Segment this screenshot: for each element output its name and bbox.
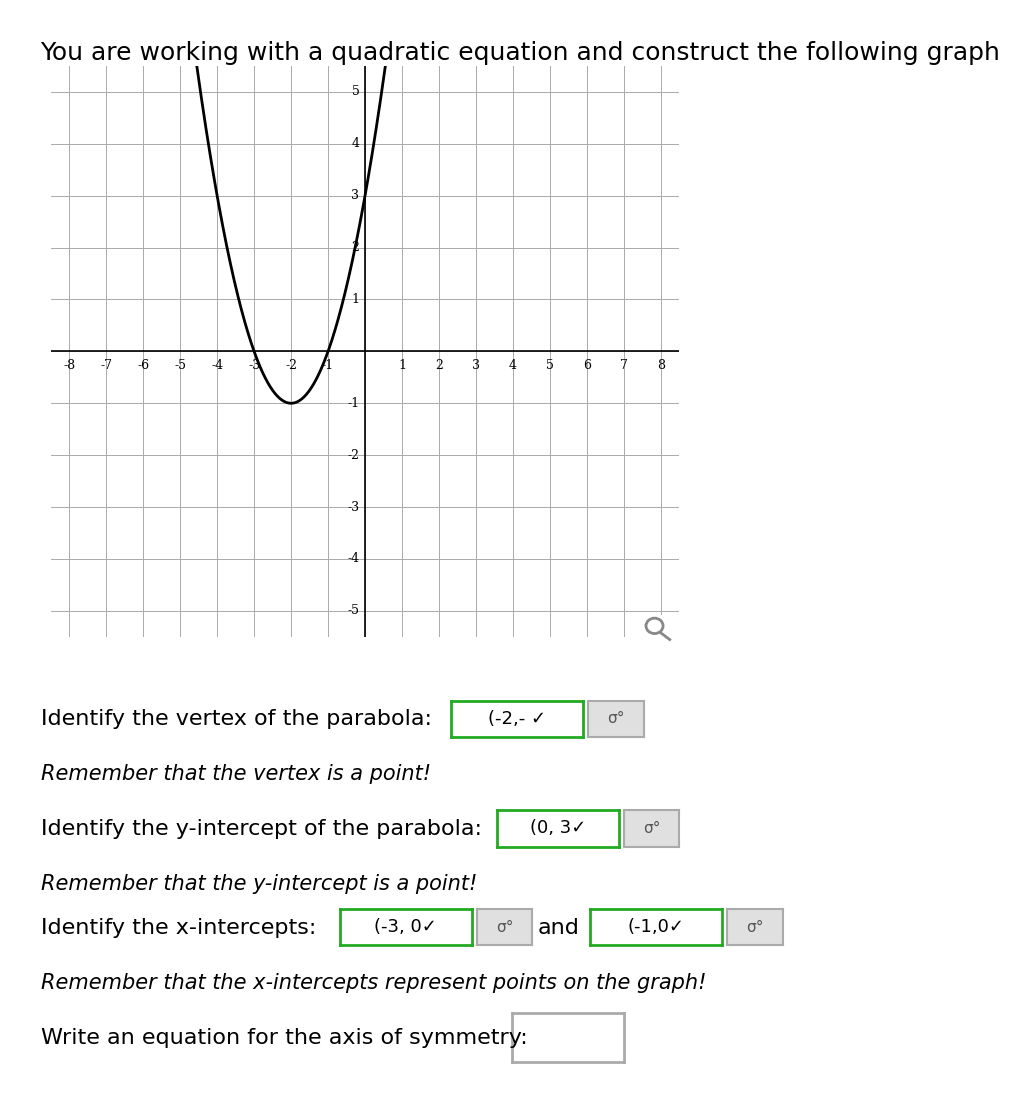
Text: 1: 1: [399, 359, 406, 372]
Text: -7: -7: [100, 359, 113, 372]
Text: 6: 6: [583, 359, 591, 372]
Text: (-1,0✓: (-1,0✓: [628, 918, 684, 937]
Text: σ°: σ°: [496, 920, 513, 934]
Text: Remember that the y-intercept is a point!: Remember that the y-intercept is a point…: [41, 874, 477, 894]
Text: -5: -5: [348, 604, 360, 617]
Text: 5: 5: [546, 359, 554, 372]
Text: 4: 4: [509, 359, 517, 372]
Text: -8: -8: [63, 359, 75, 372]
Text: 3: 3: [472, 359, 480, 372]
Text: -5: -5: [174, 359, 187, 372]
Text: -4: -4: [348, 552, 360, 565]
Text: Identify the x-intercepts:: Identify the x-intercepts:: [41, 918, 316, 938]
Text: 2: 2: [435, 359, 443, 372]
Text: 3: 3: [352, 189, 360, 202]
Text: -3: -3: [348, 501, 360, 514]
Text: You are working with a quadratic equation and construct the following graph: You are working with a quadratic equatio…: [41, 41, 1001, 65]
Text: σ°: σ°: [607, 712, 625, 726]
Text: Identify the vertex of the parabola:: Identify the vertex of the parabola:: [41, 709, 432, 729]
Text: 7: 7: [620, 359, 628, 372]
Text: and: and: [537, 918, 579, 938]
Text: 8: 8: [657, 359, 665, 372]
Text: (0, 3✓: (0, 3✓: [529, 819, 586, 838]
Text: -4: -4: [211, 359, 223, 372]
Text: -1: -1: [322, 359, 335, 372]
Text: Remember that the vertex is a point!: Remember that the vertex is a point!: [41, 764, 431, 784]
Text: -2: -2: [348, 449, 360, 461]
Text: σ°: σ°: [746, 920, 764, 934]
Text: Remember that the x-intercepts represent points on the graph!: Remember that the x-intercepts represent…: [41, 973, 706, 993]
Text: -6: -6: [137, 359, 149, 372]
Text: 2: 2: [352, 242, 360, 254]
Text: 4: 4: [352, 137, 360, 150]
Text: σ°: σ°: [643, 821, 660, 836]
Text: 1: 1: [352, 293, 360, 306]
Text: Write an equation for the axis of symmetry:: Write an equation for the axis of symmet…: [41, 1028, 527, 1047]
Text: 5: 5: [352, 86, 360, 99]
Text: -2: -2: [285, 359, 297, 372]
Text: (-3, 0✓: (-3, 0✓: [374, 918, 437, 937]
Text: (-2,- ✓: (-2,- ✓: [488, 709, 547, 728]
Text: -1: -1: [348, 396, 360, 410]
Text: Identify the y-intercept of the parabola:: Identify the y-intercept of the parabola…: [41, 819, 482, 839]
Text: -3: -3: [248, 359, 261, 372]
